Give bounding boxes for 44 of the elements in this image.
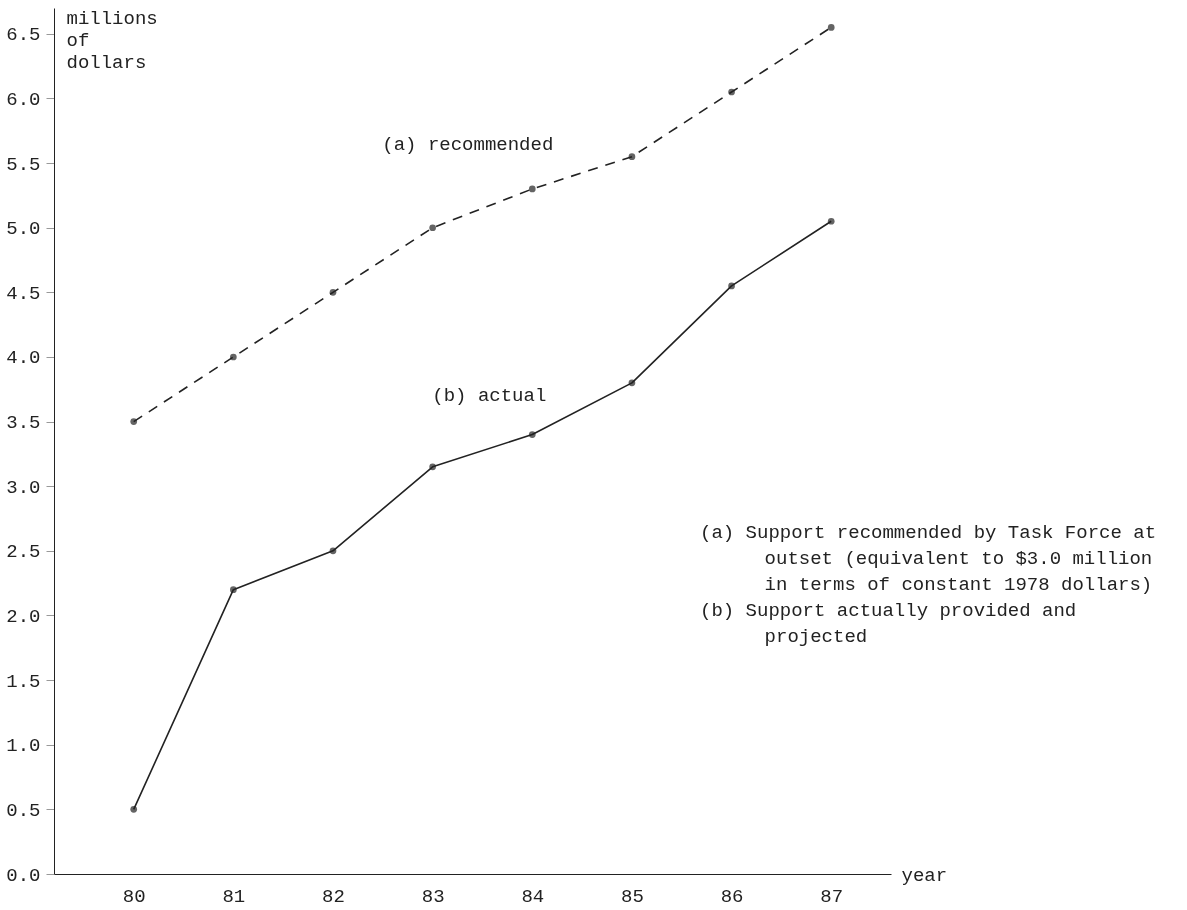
x-tick-label: 83 xyxy=(421,885,445,908)
point xyxy=(628,379,636,387)
point xyxy=(827,24,835,31)
point xyxy=(628,153,636,160)
point xyxy=(329,289,337,296)
x-tick-label: 81 xyxy=(222,885,246,908)
annotation: (a) Support recommended by Task Force at outset (equivalent to $3.0 million in terms of constant 1978 dollars) xyxy=(700,521,1158,598)
y-tick-label: 3.5 xyxy=(6,412,41,435)
y-tick-label: 2.0 xyxy=(6,605,41,628)
point xyxy=(827,217,835,225)
point xyxy=(130,418,138,425)
y-tick-label: 4.0 xyxy=(6,347,41,370)
y-tick-label: 0.0 xyxy=(6,864,41,887)
y-tick-label: 4.5 xyxy=(6,282,41,305)
y-tick-label: 6.5 xyxy=(6,24,41,47)
point xyxy=(728,282,735,290)
point xyxy=(230,586,237,593)
y-tick-label: 1.0 xyxy=(6,735,41,758)
point xyxy=(728,88,735,96)
x-tick-label: 82 xyxy=(322,885,345,908)
y-tick-label: 2.5 xyxy=(6,541,41,564)
point xyxy=(230,353,237,361)
y-tick-label: 3.0 xyxy=(6,476,41,499)
y-tick-label: 0.5 xyxy=(6,799,41,822)
point xyxy=(429,224,436,232)
x-tick-label: 86 xyxy=(720,885,744,908)
annotation: (b) Support actually provided and projected xyxy=(700,599,1078,650)
x-tick-label: 80 xyxy=(122,885,146,908)
y-tick-label: 6.0 xyxy=(6,88,41,111)
series-label: (a) recommended xyxy=(382,133,554,156)
x-tick-label: 84 xyxy=(521,885,545,908)
series-label: (b) actual xyxy=(432,384,547,407)
y-tick-label: 1.5 xyxy=(6,670,41,693)
x-tick-label: 85 xyxy=(621,885,644,908)
point xyxy=(130,806,138,813)
point xyxy=(528,431,536,438)
point xyxy=(528,185,536,193)
point xyxy=(329,547,337,555)
y-tick-label: 5.0 xyxy=(6,218,41,241)
point xyxy=(429,463,436,471)
y-axis-title: millions of dollars xyxy=(66,7,158,74)
x-tick-label: 87 xyxy=(820,885,844,908)
x-axis-title: year xyxy=(901,864,948,887)
y-tick-label: 5.5 xyxy=(6,153,41,176)
